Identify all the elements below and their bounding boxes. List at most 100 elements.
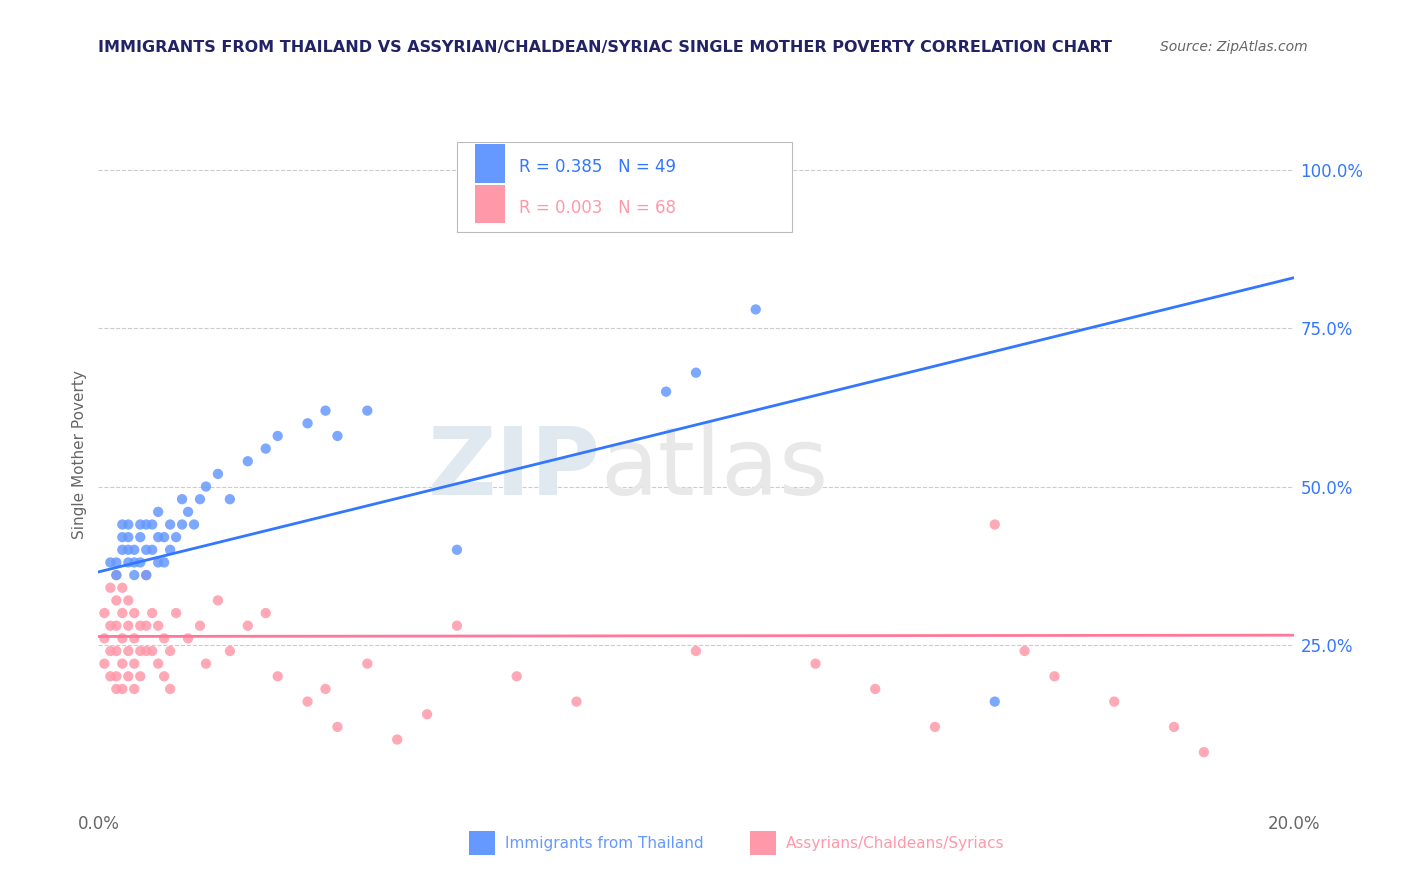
Point (745, 302, 768, 317)
Point (105, 568, 128, 582)
Point (506, 669, 529, 683)
Point (416, 707, 439, 722)
Point (153, 669, 176, 683)
Point (446, 618, 468, 632)
Point (984, 695, 1007, 709)
Point (124, 542, 146, 557)
Point (924, 720, 946, 734)
Text: IMMIGRANTS FROM THAILAND VS ASSYRIAN/CHALDEAN/SYRIAC SINGLE MOTHER POVERTY CORRE: IMMIGRANTS FROM THAILAND VS ASSYRIAN/CHA… (98, 40, 1112, 55)
Point (135, 568, 157, 582)
Point (124, 606, 146, 620)
Point (195, 479, 218, 493)
Point (141, 606, 163, 620)
Point (159, 542, 181, 557)
Point (165, 606, 187, 620)
Point (385, 732, 409, 747)
Point (159, 517, 181, 532)
Point (148, 657, 170, 671)
Point (207, 467, 229, 481)
Point (98, 556, 122, 570)
Y-axis label: Single Mother Poverty: Single Mother Poverty (72, 370, 87, 540)
Point (124, 568, 146, 582)
Text: atlas: atlas (600, 423, 828, 515)
Point (129, 517, 152, 532)
Point (356, 657, 378, 671)
Point (105, 669, 128, 683)
Point (124, 657, 146, 671)
Point (135, 618, 157, 632)
Point (93, 632, 115, 646)
Point (356, 403, 378, 417)
Bar (749, 830, 776, 855)
Bar (475, 145, 505, 183)
Bar (457, 142, 792, 232)
Text: Assyrians/Chaldeans/Syriacs: Assyrians/Chaldeans/Syriacs (786, 836, 1004, 851)
Point (129, 556, 152, 570)
Point (111, 657, 134, 671)
Point (1104, 695, 1126, 709)
Point (105, 593, 128, 607)
Point (148, 618, 170, 632)
Point (141, 517, 163, 532)
Point (1043, 669, 1066, 683)
Point (98, 644, 122, 658)
Point (111, 606, 134, 620)
Point (105, 618, 128, 632)
Point (159, 681, 181, 696)
Point (177, 632, 200, 646)
Point (117, 669, 139, 683)
Point (117, 618, 139, 632)
Point (565, 695, 588, 709)
Point (124, 556, 146, 570)
Point (129, 530, 152, 544)
Point (219, 644, 242, 658)
Point (141, 644, 163, 658)
Point (1163, 720, 1185, 734)
Point (177, 505, 200, 519)
Point (111, 581, 134, 595)
Point (236, 618, 259, 632)
Point (195, 657, 218, 671)
Point (172, 517, 194, 532)
Point (135, 517, 157, 532)
Point (655, 384, 678, 399)
Point (254, 442, 277, 456)
Point (685, 366, 707, 380)
Point (159, 644, 181, 658)
Point (188, 618, 211, 632)
Point (135, 644, 157, 658)
Point (93, 657, 115, 671)
Point (297, 695, 319, 709)
Text: R = 0.385   N = 49: R = 0.385 N = 49 (519, 158, 676, 176)
Point (148, 556, 170, 570)
Point (326, 720, 349, 734)
Point (105, 556, 128, 570)
Point (148, 530, 170, 544)
Point (219, 492, 242, 507)
Point (446, 542, 468, 557)
Point (865, 681, 887, 696)
Point (207, 593, 229, 607)
Point (267, 669, 290, 683)
Point (326, 429, 349, 443)
Text: Immigrants from Thailand: Immigrants from Thailand (505, 836, 703, 851)
Point (188, 492, 211, 507)
Point (183, 517, 205, 532)
Point (315, 681, 337, 696)
Point (315, 403, 337, 417)
Point (111, 542, 134, 557)
Point (148, 505, 170, 519)
Point (135, 568, 157, 582)
Point (172, 492, 194, 507)
Point (124, 632, 146, 646)
Point (1014, 644, 1036, 658)
Text: ZIP: ZIP (427, 423, 600, 515)
Point (117, 593, 139, 607)
Point (254, 606, 277, 620)
Point (124, 681, 146, 696)
Point (117, 556, 139, 570)
Point (98, 618, 122, 632)
Point (129, 644, 152, 658)
Point (111, 530, 134, 544)
Bar (475, 185, 505, 223)
